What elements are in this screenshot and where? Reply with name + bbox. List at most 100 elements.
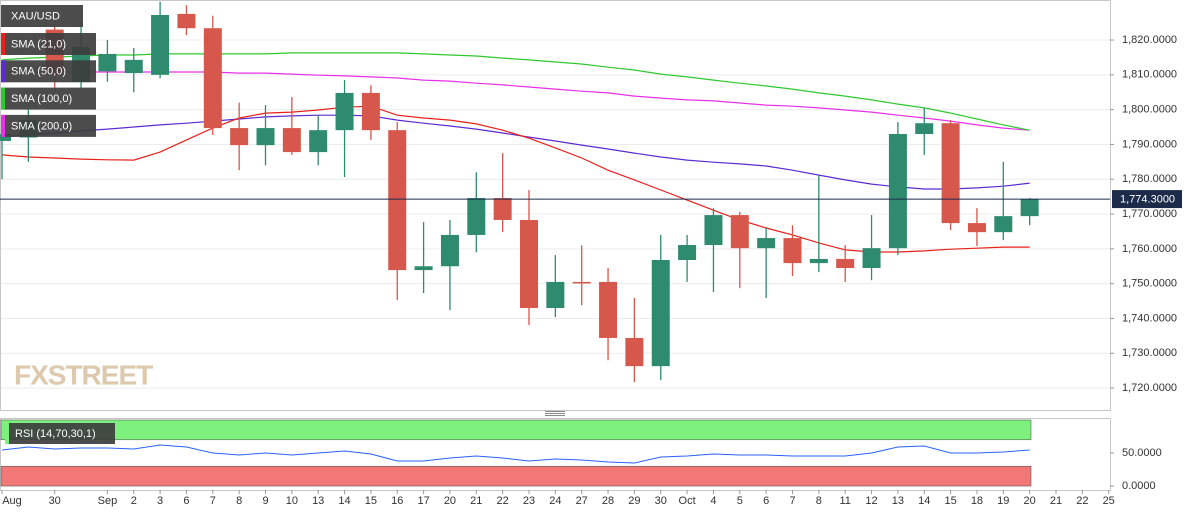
- candle-body: [256, 128, 275, 146]
- x-tick-label: 14: [918, 495, 930, 507]
- x-tick-label: 18: [971, 495, 983, 507]
- x-tick-label: 29: [628, 495, 640, 507]
- candle-body: [783, 238, 802, 264]
- back-layer: FXSTREET: [0, 39, 1110, 390]
- x-tick-label: Aug: [2, 495, 22, 507]
- y-tick-label: 1,720.0000: [1122, 382, 1177, 394]
- x-tick-label: 25: [1103, 495, 1115, 507]
- x-tick-label: 22: [1076, 495, 1088, 507]
- rsi-line: [1, 444, 1030, 464]
- y-tick-label: 1,750.0000: [1122, 278, 1177, 290]
- x-tick-label: 21: [1050, 495, 1062, 507]
- candle-body: [124, 59, 143, 74]
- legend-entry: SMA (21,0): [11, 38, 66, 50]
- y-tick-label: 1,730.0000: [1122, 347, 1177, 359]
- legend-entry-swatch: [1, 60, 5, 83]
- candle-body: [177, 13, 196, 29]
- x-tick-label: 28: [602, 495, 614, 507]
- x-tick-label: 12: [865, 495, 877, 507]
- x-tick-label: 6: [183, 495, 189, 507]
- x-tick-label: 9: [262, 495, 268, 507]
- legend-entry: SMA (50,0): [11, 66, 66, 78]
- legend-title: XAU/USD: [11, 10, 60, 22]
- x-tick-label: 14: [338, 495, 350, 507]
- y-tick-label: 1,820.0000: [1122, 34, 1177, 46]
- candle-body: [862, 248, 881, 268]
- rsi-band: [0, 419, 1032, 441]
- legend-entry-box: [1, 114, 96, 137]
- candle-body: [414, 266, 433, 271]
- candle-body: [98, 53, 117, 72]
- legend-entry-box: [1, 60, 96, 83]
- legend-entry-box: [1, 87, 96, 110]
- main-panel-frame: [0, 0, 1111, 411]
- x-tick-label: 5: [737, 495, 743, 507]
- candle-body: [809, 258, 828, 264]
- x-tick-label: 16: [391, 495, 403, 507]
- legend-title-box: [1, 5, 83, 27]
- x-tick-label: 6: [763, 495, 769, 507]
- x-tick-label: 20: [444, 495, 456, 507]
- candle-body: [0, 133, 11, 141]
- candle-body: [967, 223, 986, 233]
- candle-body: [730, 215, 749, 249]
- candle-body: [572, 281, 591, 284]
- x-tick-label: 7: [210, 495, 216, 507]
- sma-line: [1, 105, 1030, 253]
- x-tick-label: 21: [470, 495, 482, 507]
- y-tick-label: 1,800.0000: [1122, 104, 1177, 116]
- legend-entry-box: [1, 33, 96, 55]
- candle-body: [599, 281, 618, 338]
- y-tick-label: 1,810.0000: [1122, 69, 1177, 81]
- candle-body: [678, 245, 697, 260]
- candle-body: [625, 337, 644, 367]
- y-tick-label: 1,760.0000: [1122, 243, 1177, 255]
- candle-body: [915, 123, 934, 134]
- panel-divider-handle: [545, 411, 565, 416]
- y-tick-label: 1,770.0000: [1122, 208, 1177, 220]
- candle-body: [888, 133, 907, 249]
- candle-body: [230, 128, 249, 146]
- candle-body: [493, 198, 512, 220]
- legend-entry: SMA (200,0): [11, 120, 72, 132]
- legend-entry-swatch: [1, 87, 5, 110]
- y-tick-label: 1,740.0000: [1122, 312, 1177, 324]
- candle-body: [151, 14, 170, 75]
- x-tick-label: 13: [312, 495, 324, 507]
- x-tick-label: 15: [944, 495, 956, 507]
- x-tick-label: 20: [1024, 495, 1036, 507]
- candle-body: [203, 28, 222, 129]
- candle-body: [467, 198, 486, 235]
- candle-body: [520, 219, 538, 309]
- x-tick-label: Oct: [679, 495, 696, 507]
- last-price-label: 1,774.3000: [1120, 193, 1175, 205]
- candle-body: [1020, 199, 1039, 217]
- candle-body: [651, 259, 670, 367]
- y-tick-label: 0.0000: [1122, 480, 1156, 492]
- candle-body: [546, 281, 565, 309]
- candle-body: [388, 130, 407, 271]
- legend-entry: SMA (100,0): [11, 93, 72, 105]
- x-tick-label: 30: [49, 495, 61, 507]
- rsi-legend-box: [5, 423, 115, 444]
- candle-body: [361, 92, 380, 131]
- rsi-band: [0, 465, 1032, 487]
- x-tick-label: 4: [710, 495, 716, 507]
- x-tick-label: Sep: [98, 495, 118, 507]
- candle-body: [309, 130, 328, 153]
- x-tick-label: 11: [839, 495, 850, 507]
- candle-body: [836, 258, 855, 268]
- candle-body: [704, 215, 723, 246]
- sma-line: [1, 114, 1030, 190]
- x-tick-label: 3: [157, 495, 163, 507]
- rsi-legend-swatch: [5, 423, 9, 444]
- rsi-legend: RSI (14,70,30,1): [15, 428, 96, 440]
- candle-body: [440, 234, 459, 267]
- x-tick-label: 13: [892, 495, 904, 507]
- candle-body: [941, 123, 960, 224]
- candle-body: [757, 238, 776, 249]
- x-tick-label: 27: [576, 495, 588, 507]
- sma-line: [1, 52, 1030, 131]
- sma-line: [2, 71, 1030, 131]
